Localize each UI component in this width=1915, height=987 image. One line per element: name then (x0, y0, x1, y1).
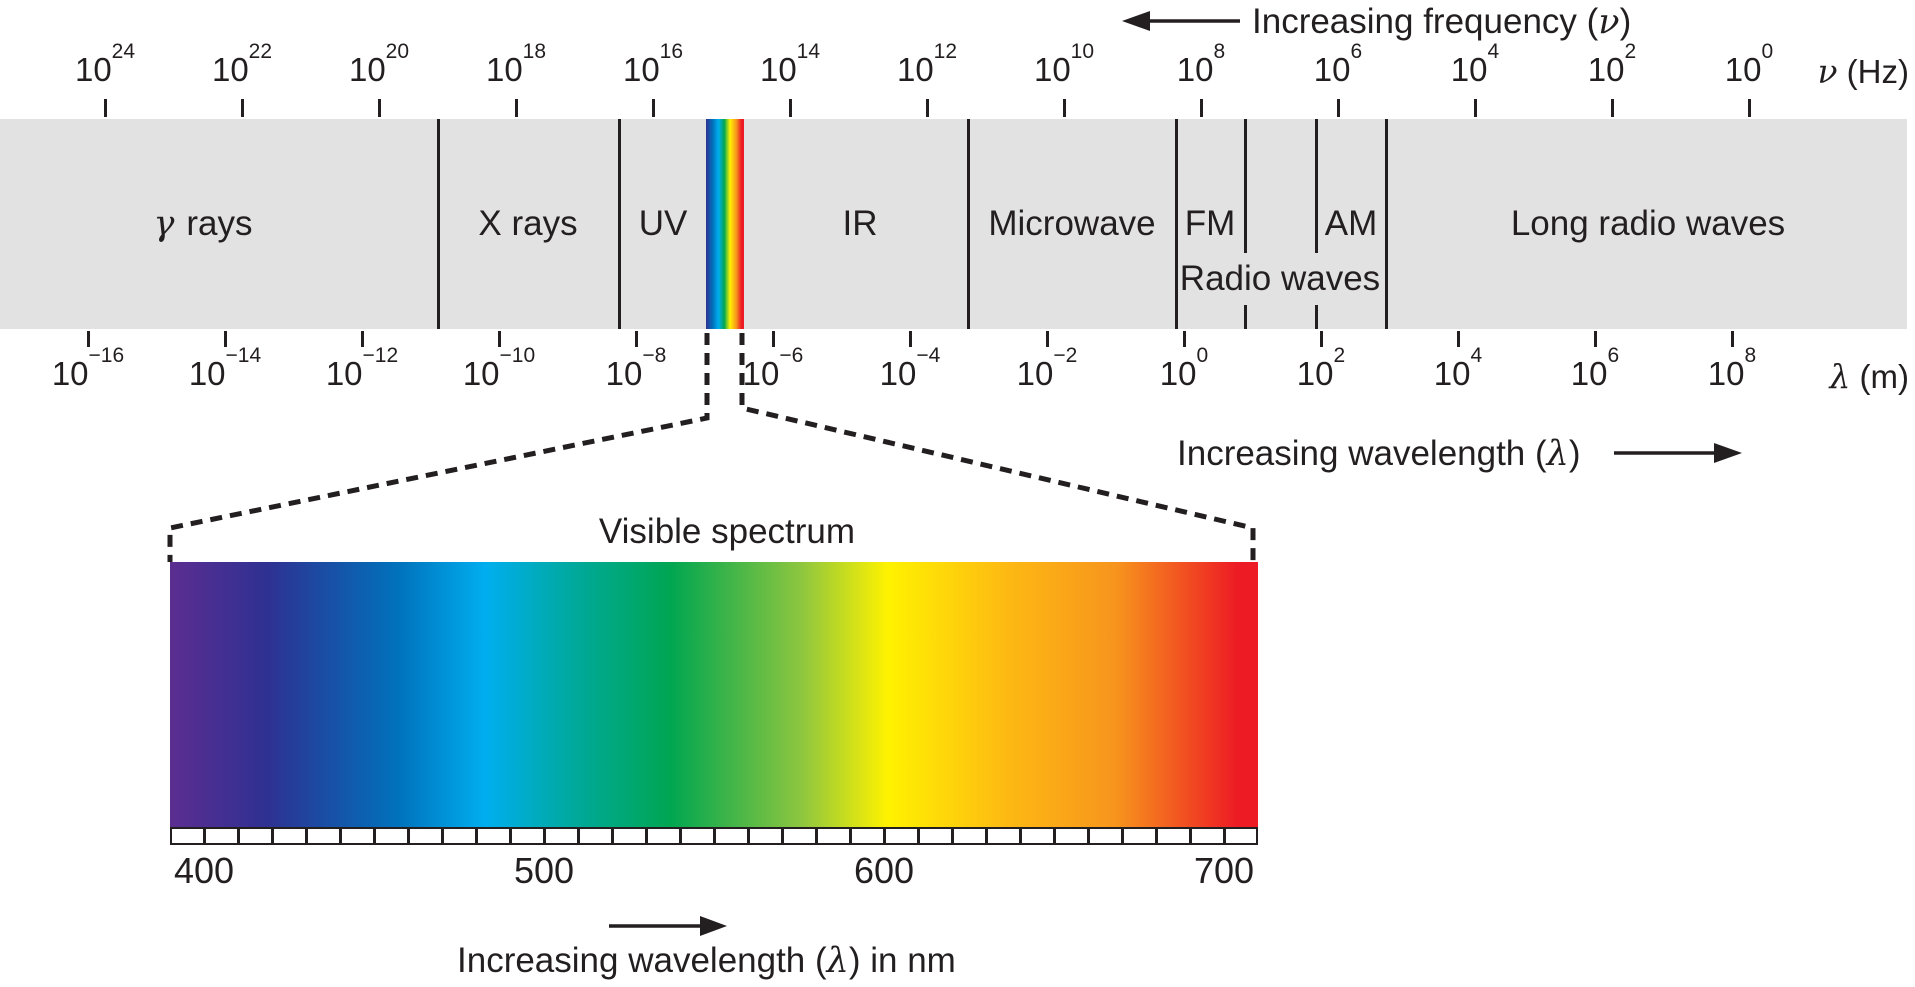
wavelength-tick-label: 10−10 (462, 344, 536, 392)
frequency-tick-label: 1016 (622, 40, 684, 88)
wavelength-tick-label: 10−4 (879, 344, 941, 392)
nu-symbol: ν (1817, 52, 1838, 91)
boundary-gamma-xray (437, 119, 440, 329)
frequency-tick (1610, 99, 1614, 117)
wavelength-tick-label: 10−6 (742, 344, 804, 392)
wavelength-ruler (170, 827, 1258, 845)
boundary-am-lower (1315, 305, 1318, 329)
region-label-microwave: Microwave (988, 204, 1156, 243)
lambda-symbol: λ (1546, 434, 1569, 474)
nu-symbol: ν (1598, 2, 1620, 42)
frequency-tick-label: 1018 (485, 40, 547, 88)
frequency-tick-label: 104 (1450, 40, 1500, 88)
frequency-tick (103, 99, 107, 117)
frequency-tick (377, 99, 381, 117)
region-label-long-radio-waves: Long radio waves (1510, 204, 1786, 243)
wavelength-tick (1456, 331, 1460, 347)
region-label-gamma-rays: γ rays (153, 204, 253, 244)
boundary-fm-lower (1244, 305, 1247, 329)
increasing-frequency-label: Increasing frequency (ν) (1252, 2, 1632, 42)
frequency-tick-label: 108 (1176, 40, 1226, 88)
wavelength-tick (771, 331, 775, 347)
wavelength-tick (1319, 331, 1323, 347)
frequency-tick (240, 99, 244, 117)
region-label-x-rays: X rays (478, 204, 578, 243)
wavelength-tick-label: 10−12 (325, 344, 399, 392)
wavelength-tick-label: 10−8 (605, 344, 667, 392)
frequency-tick-label: 1010 (1033, 40, 1095, 88)
boundary-xray-uv (618, 119, 621, 329)
spectrum-band: γ rays X rays UV IR Microwave FM AM Long … (0, 119, 1907, 329)
frequency-tick (788, 99, 792, 117)
nm-tick-label: 600 (853, 850, 915, 891)
increasing-wavelength-nm-arrowhead (700, 916, 727, 936)
wavelength-tick-label: 100 (1159, 344, 1209, 392)
region-label-uv: UV (638, 204, 688, 243)
nm-tick-label: 400 (173, 850, 235, 891)
frequency-tick-label: 106 (1313, 40, 1363, 88)
frequency-tick (651, 99, 655, 117)
nm-tick-label: 500 (513, 850, 575, 891)
frequency-tick (925, 99, 929, 117)
boundary-am-upper (1315, 119, 1318, 253)
lambda-symbol: λ (1829, 357, 1851, 396)
wavelength-tick-label: 102 (1296, 344, 1346, 392)
wavelength-tick (1182, 331, 1186, 347)
increasing-frequency-text: Increasing frequency ( (1252, 2, 1599, 41)
boundary-am-longradio (1385, 119, 1388, 329)
boundary-ir-microwave (967, 119, 970, 329)
wavelength-tick-label: 10−16 (51, 344, 125, 392)
wavelength-tick (1730, 331, 1734, 347)
visible-spectrum-gradient (170, 562, 1258, 827)
visible-spectrum-title: Visible spectrum (598, 512, 856, 551)
wavelength-tick (1593, 331, 1597, 347)
increasing-wavelength-arrowhead (1714, 443, 1742, 463)
frequency-tick (1473, 99, 1477, 117)
wavelength-tick-label: 108 (1707, 344, 1757, 392)
frequency-tick-label: 1012 (896, 40, 958, 88)
boundary-fm-upper (1244, 119, 1247, 253)
wavelength-tick-label: 10−2 (1016, 344, 1078, 392)
frequency-unit-label: ν (Hz) (1817, 52, 1909, 91)
frequency-tick (514, 99, 518, 117)
wavelength-tick-label: 106 (1570, 344, 1620, 392)
wavelength-tick (86, 331, 90, 347)
frequency-tick-label: 1014 (759, 40, 821, 88)
region-label-radio-waves: Radio waves (1179, 259, 1381, 298)
region-label-fm: FM (1184, 204, 1236, 243)
increasing-wavelength-nm-label: Increasing wavelength (λ) in nm (457, 941, 956, 981)
frequency-tick (1336, 99, 1340, 117)
frequency-tick-label: 1022 (211, 40, 273, 88)
increasing-frequency-arrowhead (1122, 11, 1150, 31)
frequency-tick (1062, 99, 1066, 117)
visible-light-strip (706, 119, 744, 329)
wavelength-unit-label: λ (m) (1829, 357, 1909, 396)
increasing-wavelength-label: Increasing wavelength (λ) (1177, 434, 1581, 474)
frequency-tick-label: 1024 (74, 40, 136, 88)
region-label-ir: IR (842, 204, 878, 243)
frequency-tick-label: 1020 (348, 40, 410, 88)
gamma-symbol: γ (153, 204, 175, 244)
frequency-tick (1747, 99, 1751, 117)
wavelength-tick (1045, 331, 1049, 347)
wavelength-tick-label: 10−14 (188, 344, 262, 392)
nm-tick-label: 700 (1193, 850, 1255, 891)
frequency-tick (1199, 99, 1203, 117)
boundary-microwave-fm (1175, 119, 1178, 329)
lambda-symbol: λ (826, 941, 849, 981)
wavelength-tick-label: 104 (1433, 344, 1483, 392)
frequency-tick-label: 102 (1587, 40, 1637, 88)
frequency-tick-label: 100 (1724, 40, 1774, 88)
wavelength-tick (908, 331, 912, 347)
wavelength-tick (634, 331, 638, 347)
region-label-am: AM (1324, 204, 1378, 243)
